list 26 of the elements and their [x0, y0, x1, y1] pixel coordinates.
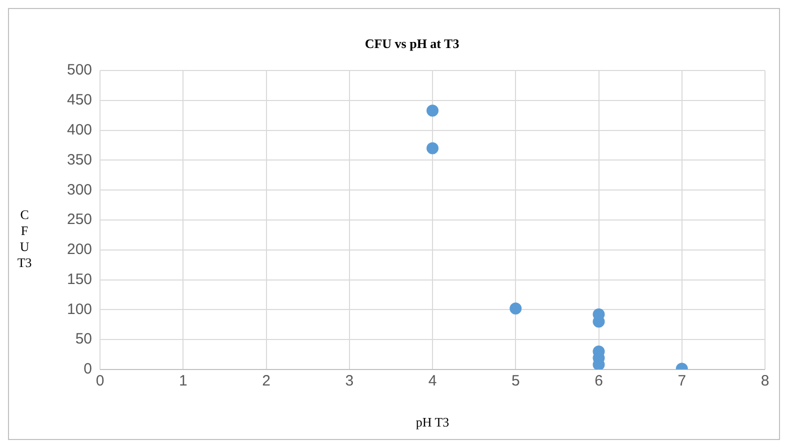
- x-tick-label: 5: [511, 372, 520, 390]
- x-tick-label: 7: [678, 372, 686, 390]
- y-axis-title: CFU T3: [17, 207, 32, 271]
- x-tick-label: 3: [345, 372, 354, 390]
- x-axis-title: pH T3: [416, 414, 450, 430]
- y-tick-label: 500: [66, 62, 92, 79]
- chart-title: CFU vs pH at T3: [364, 36, 460, 52]
- y-tick-label: 0: [84, 360, 92, 378]
- x-tick-label: 2: [262, 372, 270, 390]
- x-tick-label: 0: [96, 372, 104, 390]
- point: [426, 142, 439, 154]
- x-tick-label: 8: [760, 372, 770, 390]
- x-tick-label: 6: [594, 372, 603, 390]
- y-tick-label: 150: [66, 270, 92, 288]
- y-tick-label: 400: [66, 122, 92, 138]
- y-tick-label: 350: [66, 151, 92, 168]
- y-tick-label: 250: [66, 211, 92, 228]
- point: [510, 302, 522, 314]
- x-tick-label: 1: [178, 372, 188, 390]
- y-tick-label: 50: [75, 330, 92, 348]
- y-tick-label: 100: [66, 300, 92, 318]
- y-tick-label: 200: [66, 241, 92, 258]
- point: [426, 104, 439, 117]
- y-tick-label: 450: [66, 92, 92, 109]
- x-tick-label: 4: [428, 372, 437, 390]
- y-tick-label: 300: [66, 181, 92, 198]
